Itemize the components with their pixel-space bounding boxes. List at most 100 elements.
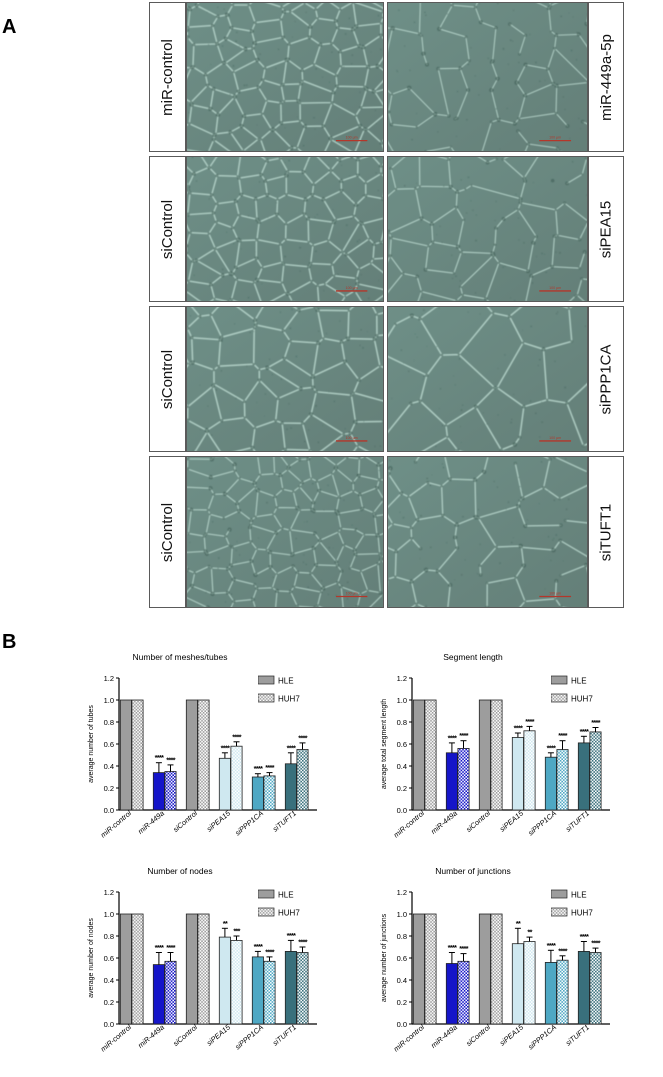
svg-text:**: ** <box>516 919 521 928</box>
svg-text:0.0: 0.0 <box>397 1020 407 1029</box>
svg-text:siControl: siControl <box>171 808 199 834</box>
svg-text:1.2: 1.2 <box>104 888 114 897</box>
svg-text:****: **** <box>448 733 457 742</box>
svg-text:****: **** <box>155 943 164 952</box>
svg-text:0.4: 0.4 <box>104 976 114 985</box>
svg-text:****: **** <box>580 727 589 736</box>
svg-text:siControl: siControl <box>171 1022 199 1048</box>
svg-text:siPPP1CA: siPPP1CA <box>233 809 265 838</box>
svg-text:0.4: 0.4 <box>104 762 114 771</box>
svg-text:****: **** <box>287 743 296 752</box>
svg-text:****: **** <box>459 731 468 740</box>
svg-text:****: **** <box>514 724 523 733</box>
svg-text:****: **** <box>298 733 307 742</box>
svg-text:HUH7: HUH7 <box>571 909 593 918</box>
svg-text:Number of nodes: Number of nodes <box>147 866 212 876</box>
svg-text:****: **** <box>155 753 164 762</box>
svg-text:1.2: 1.2 <box>397 888 407 897</box>
svg-text:siPPP1CA: siPPP1CA <box>526 809 558 838</box>
svg-text:HLE: HLE <box>571 891 587 900</box>
svg-text:1.2: 1.2 <box>397 674 407 683</box>
svg-text:****: **** <box>547 743 556 752</box>
svg-text:Segment length: Segment length <box>443 652 503 662</box>
svg-text:siTUFT1: siTUFT1 <box>271 809 298 834</box>
svg-text:0.6: 0.6 <box>397 954 407 963</box>
svg-text:0.2: 0.2 <box>104 784 114 793</box>
svg-text:0.2: 0.2 <box>397 784 407 793</box>
svg-text:0.6: 0.6 <box>397 740 407 749</box>
svg-text:average number of nodes: average number of nodes <box>88 918 95 998</box>
svg-text:HUH7: HUH7 <box>571 695 593 704</box>
svg-text:HLE: HLE <box>571 677 587 686</box>
svg-text:siPPP1CA: siPPP1CA <box>526 1023 558 1052</box>
svg-text:siPEA15: siPEA15 <box>498 1022 526 1047</box>
svg-text:siTUFT1: siTUFT1 <box>564 1023 591 1048</box>
svg-text:siPEA15: siPEA15 <box>498 808 526 833</box>
svg-text:miR-449a: miR-449a <box>429 1023 459 1050</box>
svg-text:****: **** <box>254 942 263 951</box>
svg-text:0.2: 0.2 <box>397 998 407 1007</box>
svg-text:100 µm: 100 µm <box>346 592 358 596</box>
svg-text:0.4: 0.4 <box>397 976 407 985</box>
svg-text:1.0: 1.0 <box>397 696 407 705</box>
svg-text:**: ** <box>223 919 228 928</box>
svg-text:miR-449a: miR-449a <box>429 809 459 836</box>
svg-text:Number of junctions: Number of junctions <box>435 866 511 876</box>
svg-text:0.6: 0.6 <box>104 740 114 749</box>
svg-text:****: **** <box>580 932 589 941</box>
svg-text:siPEA15: siPEA15 <box>205 1022 233 1047</box>
svg-text:0.4: 0.4 <box>397 762 407 771</box>
svg-text:****: **** <box>448 943 457 952</box>
svg-text:100 µm: 100 µm <box>549 136 561 140</box>
svg-text:0.0: 0.0 <box>397 806 407 815</box>
svg-text:siControl: siControl <box>464 808 492 834</box>
svg-text:***: *** <box>233 927 240 936</box>
svg-text:0.8: 0.8 <box>104 932 114 941</box>
svg-text:****: **** <box>232 732 241 741</box>
svg-text:100 µm: 100 µm <box>346 286 358 290</box>
svg-text:0.2: 0.2 <box>104 998 114 1007</box>
svg-text:1.0: 1.0 <box>104 696 114 705</box>
svg-text:0.8: 0.8 <box>104 718 114 727</box>
svg-text:average total segment length: average total segment length <box>381 699 388 789</box>
svg-text:****: **** <box>298 938 307 947</box>
svg-text:HUH7: HUH7 <box>278 695 300 704</box>
svg-text:Number of meshes/tubes: Number of meshes/tubes <box>133 652 228 662</box>
svg-text:****: **** <box>166 755 175 764</box>
svg-text:****: **** <box>287 931 296 940</box>
svg-text:1.0: 1.0 <box>397 910 407 919</box>
svg-text:HUH7: HUH7 <box>278 909 300 918</box>
svg-text:HLE: HLE <box>278 891 294 900</box>
svg-text:100 µm: 100 µm <box>549 592 561 596</box>
svg-text:100 µm: 100 µm <box>346 436 358 440</box>
svg-text:0.8: 0.8 <box>397 718 407 727</box>
svg-text:0.0: 0.0 <box>104 806 114 815</box>
svg-text:average number of junctions: average number of junctions <box>381 913 388 1002</box>
svg-text:0.0: 0.0 <box>104 1020 114 1029</box>
svg-text:1.0: 1.0 <box>104 910 114 919</box>
svg-text:**: ** <box>527 928 532 937</box>
svg-text:1.2: 1.2 <box>104 674 114 683</box>
svg-text:****: **** <box>591 939 600 948</box>
svg-text:100 µm: 100 µm <box>549 286 561 290</box>
svg-text:****: **** <box>459 944 468 953</box>
svg-text:****: **** <box>254 764 263 773</box>
svg-text:miR-449a: miR-449a <box>136 809 166 836</box>
svg-text:average number of tubes: average number of tubes <box>88 705 95 783</box>
svg-text:****: **** <box>558 731 567 740</box>
svg-text:0.6: 0.6 <box>104 954 114 963</box>
svg-text:****: **** <box>558 946 567 955</box>
svg-text:miR-449a: miR-449a <box>136 1023 166 1050</box>
svg-text:siPPP1CA: siPPP1CA <box>233 1023 265 1052</box>
svg-text:siTUFT1: siTUFT1 <box>564 809 591 834</box>
svg-text:****: **** <box>591 718 600 727</box>
svg-text:siTUFT1: siTUFT1 <box>271 1023 298 1048</box>
svg-text:100 µm: 100 µm <box>549 436 561 440</box>
svg-text:****: **** <box>221 743 230 752</box>
svg-text:0.8: 0.8 <box>397 932 407 941</box>
svg-text:100 µm: 100 µm <box>346 136 358 140</box>
svg-text:siControl: siControl <box>464 1022 492 1048</box>
svg-text:HLE: HLE <box>278 677 294 686</box>
svg-text:****: **** <box>265 763 274 772</box>
svg-text:****: **** <box>166 943 175 952</box>
